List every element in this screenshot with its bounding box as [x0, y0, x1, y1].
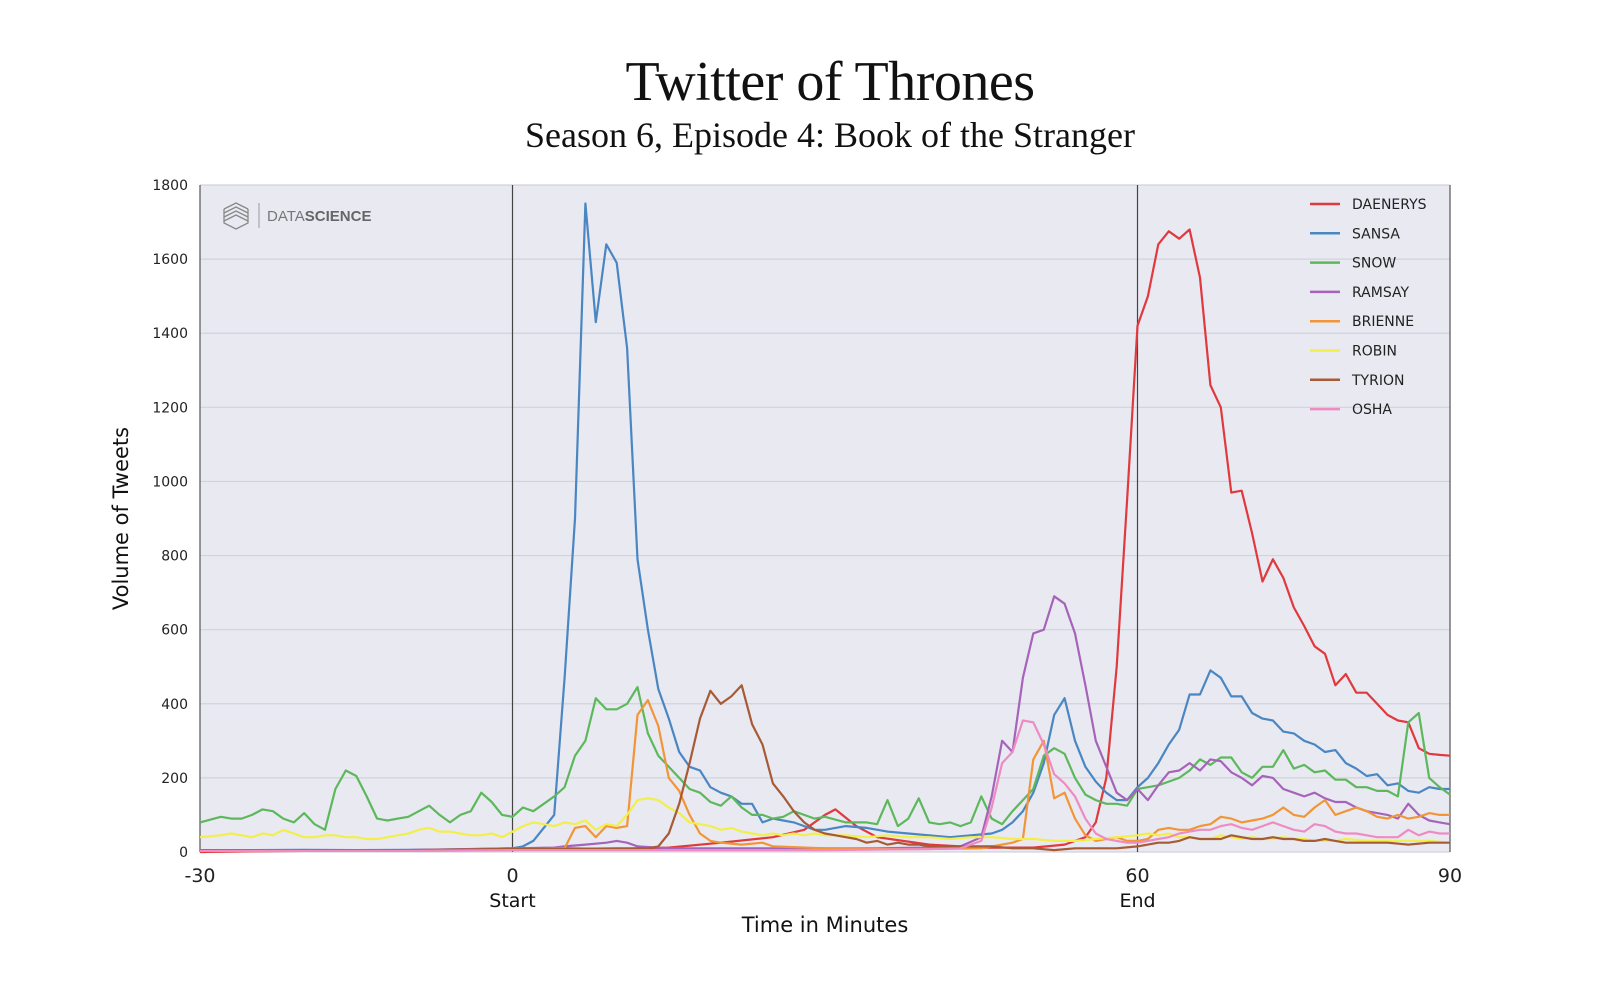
- y-axis-ticks: 0 200 400 600 800 1000 1200 1400 1600 1800: [152, 178, 188, 861]
- series-lines: [199, 202, 1451, 854]
- marker-label: End: [1119, 890, 1155, 912]
- legend-label-osha: OSHA: [1352, 402, 1392, 418]
- episode-markers: [199, 185, 1451, 852]
- logo-stripe: [223, 214, 249, 222]
- y-tick-label: 800: [161, 549, 188, 565]
- datascience-logo: DATASCIENCE: [223, 202, 371, 230]
- logo-stripe: [223, 210, 249, 218]
- legend-label-snow: SNOW: [1352, 256, 1396, 272]
- logo-text-science: SCIENCE: [305, 208, 372, 225]
- series-line-osha: [200, 719, 1450, 852]
- x-tick-label: 90: [1438, 865, 1462, 887]
- series-line-sansa: [200, 202, 1450, 852]
- logo-text: DATASCIENCE: [267, 208, 371, 225]
- legend-label-ramsay: RAMSAY: [1352, 285, 1409, 301]
- y-tick-label: 400: [161, 697, 188, 713]
- y-axis-label: Volume of Tweets: [109, 427, 133, 610]
- series-line-snow: [199, 686, 1451, 831]
- logo-stripe: [223, 202, 249, 210]
- y-tick-label: 1000: [152, 474, 188, 490]
- y-tick-label: 200: [161, 771, 188, 787]
- y-tick-label: 1400: [152, 326, 188, 342]
- x-axis-ticks: -30 0 60 90 Start End: [184, 865, 1462, 912]
- legend-label-brienne: BRIENNE: [1352, 314, 1414, 330]
- y-tick-label: 1200: [152, 400, 188, 416]
- legend: DAENERYS SANSA SNOW RAMSAY BRIENNE ROBIN TYRIO…: [1310, 197, 1427, 418]
- chart-title: Twitter of Thrones: [625, 51, 1035, 113]
- y-tick-label: 1800: [152, 178, 188, 194]
- series-line-tyrion: [200, 684, 1450, 852]
- x-tick-label: 60: [1125, 865, 1149, 887]
- logo-cube-outline: [223, 209, 249, 230]
- x-axis-label: Time in Minutes: [741, 913, 909, 937]
- cube-logo-icon: [223, 202, 249, 230]
- logo-text-data: DATA: [267, 208, 305, 225]
- x-tick-label: 0: [506, 865, 518, 887]
- legend-label-sansa: SANSA: [1352, 226, 1400, 242]
- legend-label-robin: ROBIN: [1352, 344, 1397, 360]
- legend-label-tyrion: TYRION: [1351, 373, 1404, 389]
- x-tick-label: -30: [184, 865, 215, 887]
- plot-area: [200, 185, 1450, 852]
- gridlines: [200, 184, 1450, 853]
- logo-stripe: [223, 206, 249, 214]
- marker-label: Start: [489, 890, 535, 912]
- y-tick-label: 600: [161, 623, 188, 639]
- y-tick-label: 0: [179, 845, 188, 861]
- legend-label-daenerys: DAENERYS: [1352, 197, 1427, 213]
- y-tick-label: 1600: [152, 252, 188, 268]
- series-line-brienne: [200, 699, 1450, 852]
- chart-subtitle: Season 6, Episode 4: Book of the Strange…: [525, 115, 1135, 155]
- series-line-daenerys: [199, 228, 1451, 854]
